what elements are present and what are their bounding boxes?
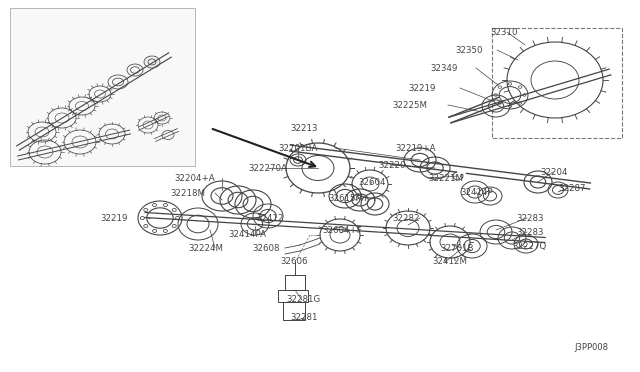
Text: 32213: 32213: [290, 124, 317, 132]
Text: 32412: 32412: [256, 214, 284, 222]
Bar: [283, 302, 305, 320]
Text: 32414PA: 32414PA: [228, 230, 266, 238]
Text: 32219+A: 32219+A: [395, 144, 435, 153]
Text: 32281: 32281: [290, 314, 317, 323]
Text: 32615M: 32615M: [328, 193, 363, 202]
Text: 32701BA: 32701BA: [278, 144, 317, 153]
Text: 32349: 32349: [430, 64, 458, 73]
Text: 32287: 32287: [558, 183, 586, 192]
Bar: [10, 8, 195, 166]
Text: 32224M: 32224M: [188, 244, 223, 253]
Text: 32412M: 32412M: [432, 257, 467, 266]
Text: 32701B: 32701B: [440, 244, 474, 253]
Text: 32218M: 32218M: [170, 189, 205, 198]
Ellipse shape: [144, 56, 160, 68]
Bar: [278, 290, 308, 302]
Text: 32604+F: 32604+F: [322, 225, 362, 234]
Text: J3PP008: J3PP008: [574, 343, 608, 353]
Text: 32204: 32204: [540, 167, 568, 176]
Text: 322270A: 322270A: [248, 164, 287, 173]
Text: 32283: 32283: [516, 228, 543, 237]
Bar: [285, 275, 305, 290]
Text: 32221M: 32221M: [428, 173, 463, 183]
Text: 32414P: 32414P: [460, 187, 493, 196]
Text: 32606: 32606: [280, 257, 307, 266]
Text: 32350: 32350: [455, 45, 483, 55]
Text: 32604: 32604: [358, 177, 385, 186]
Text: 32204+A: 32204+A: [174, 173, 214, 183]
Text: 32608: 32608: [252, 244, 280, 253]
Text: 32283: 32283: [516, 214, 543, 222]
Text: 32225M: 32225M: [392, 100, 427, 109]
Text: 32219: 32219: [100, 214, 127, 222]
Text: 32310: 32310: [490, 28, 518, 36]
Bar: [492, 28, 622, 138]
Text: 32219: 32219: [408, 83, 435, 93]
Text: 32281G: 32281G: [286, 295, 320, 305]
Text: 32282: 32282: [392, 214, 419, 222]
Text: 32220: 32220: [378, 160, 406, 170]
Text: 32227Q: 32227Q: [512, 241, 547, 250]
